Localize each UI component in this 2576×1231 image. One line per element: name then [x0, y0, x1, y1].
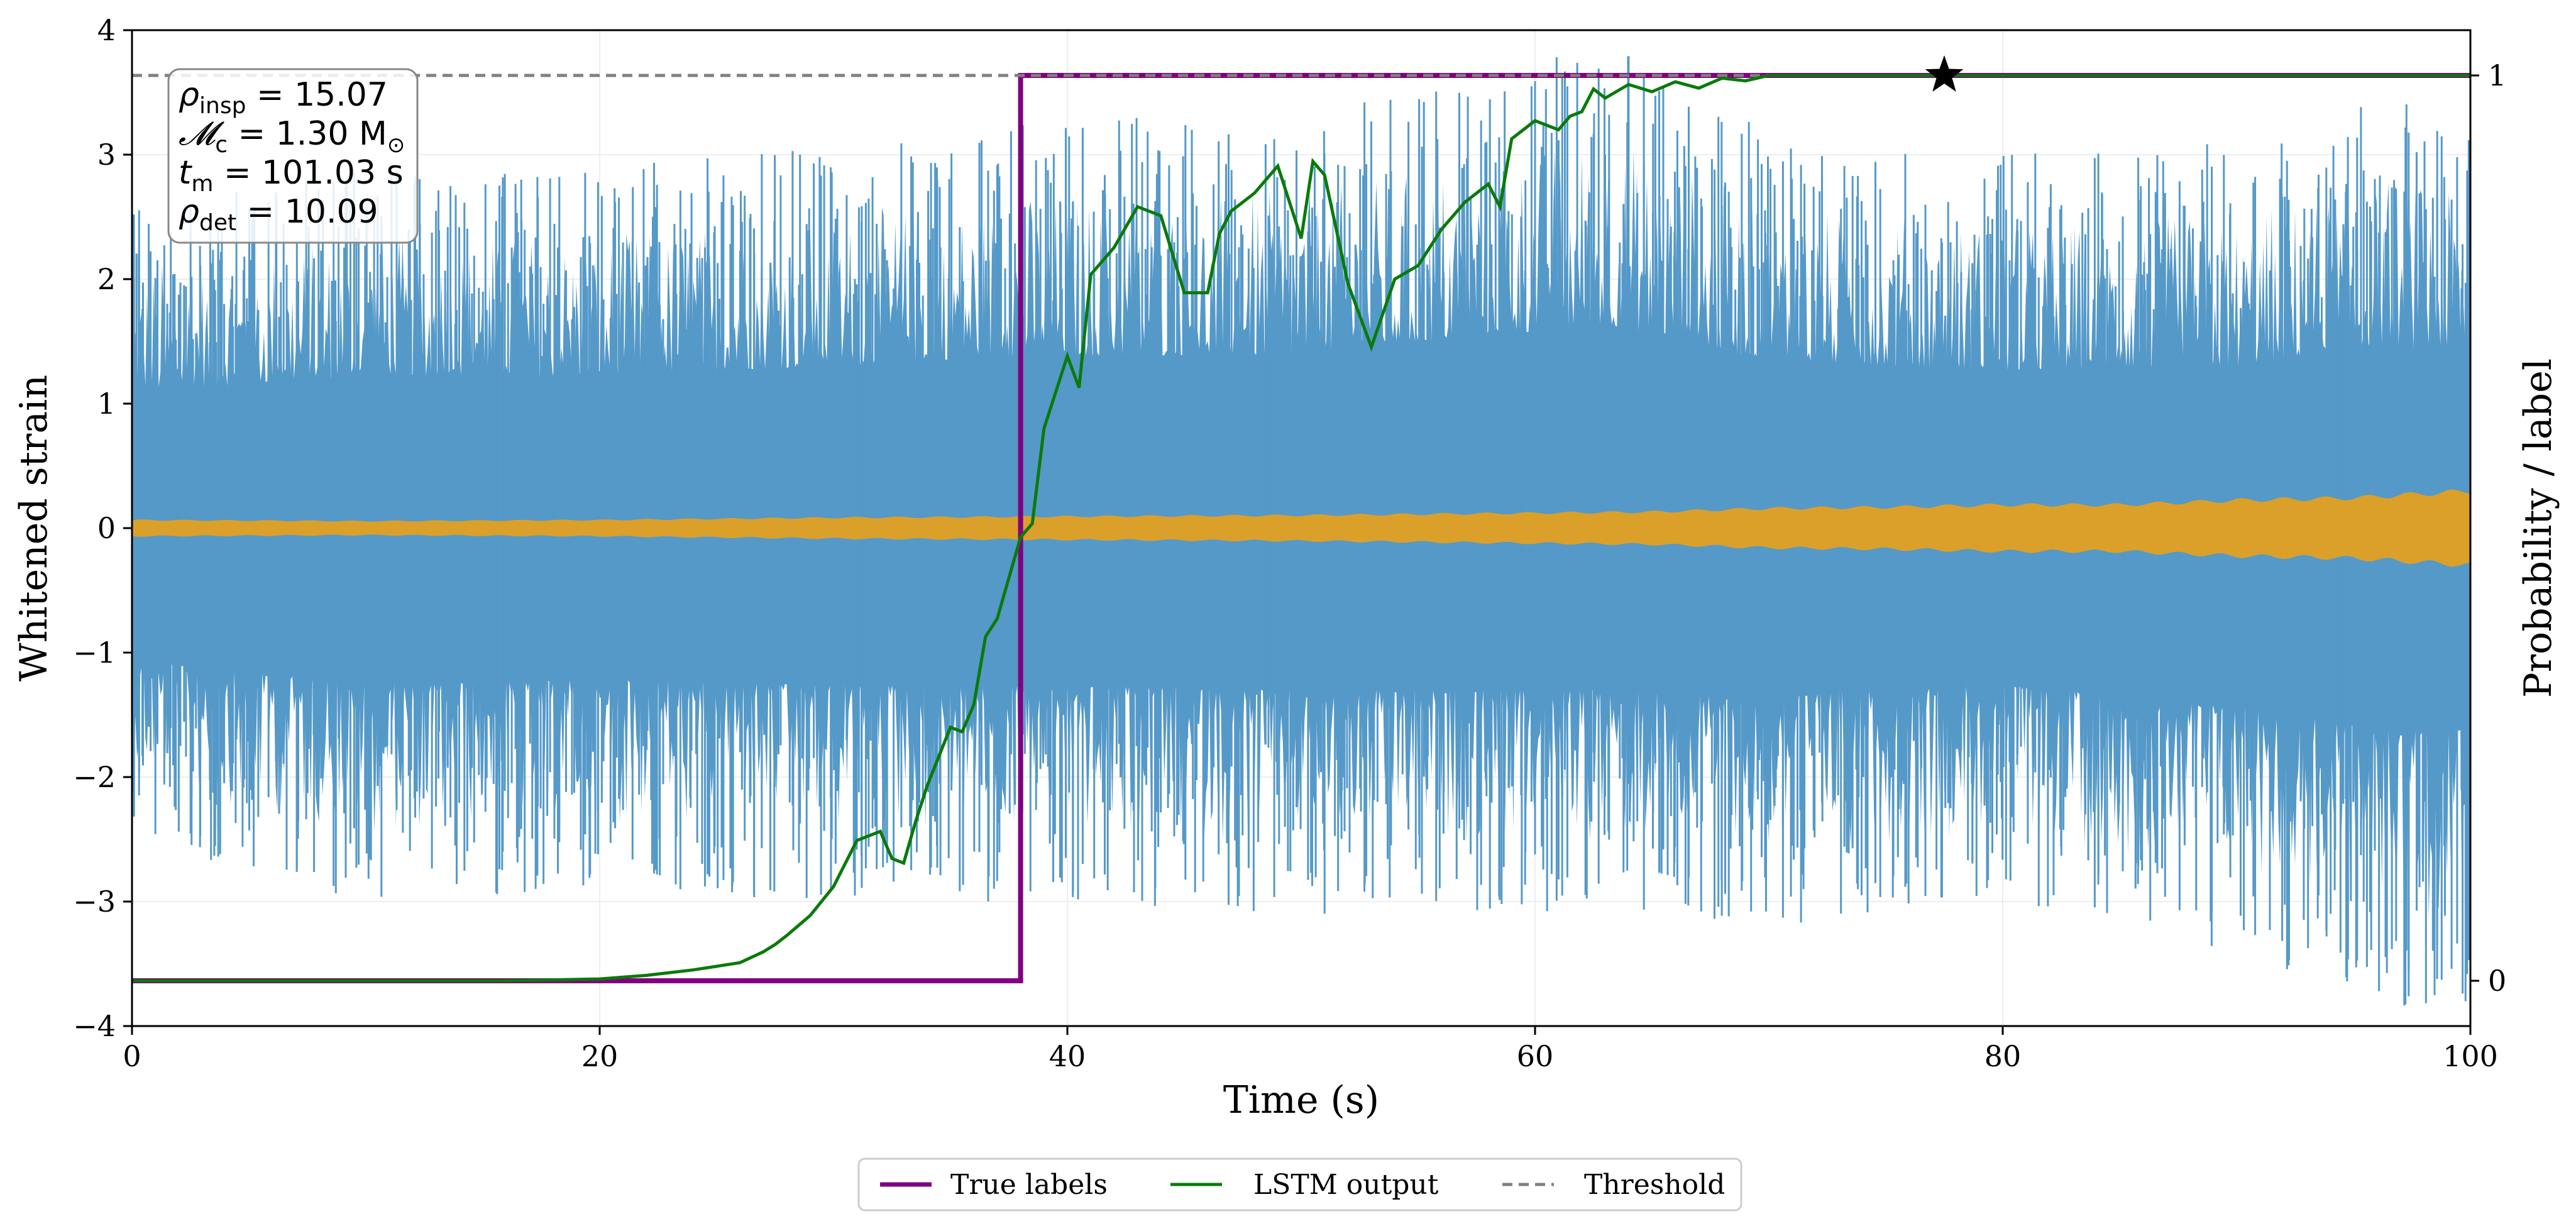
- annotation-line: ρdet = 10.09: [179, 193, 378, 236]
- y-tick-label: −3: [73, 885, 116, 919]
- legend-label-threshold: Threshold: [1584, 1169, 1725, 1201]
- detection-star-marker: [1925, 55, 1964, 92]
- y-axis-label: Whitened strain: [12, 375, 56, 682]
- x-tick-label: 80: [1984, 1039, 2022, 1073]
- y-tick-label: −2: [73, 760, 116, 794]
- x-axis: 0 20 40 60 80 100: [123, 1026, 2498, 1073]
- y-tick-label: 4: [97, 13, 116, 47]
- y2-tick-label: 1: [2488, 58, 2506, 92]
- legend: True labels LSTM output Threshold: [857, 1157, 1742, 1212]
- x-axis-label: Time (s): [1223, 1078, 1379, 1122]
- strain-spikes: [133, 56, 2470, 1006]
- y-tick-label: 1: [97, 387, 116, 421]
- template-series: [132, 489, 2470, 567]
- y-tick-label: −4: [73, 1009, 116, 1043]
- x-tick-label: 60: [1517, 1039, 1554, 1073]
- y2-axis-label: Probability / label: [2516, 358, 2560, 698]
- x-tick-label: 100: [2443, 1039, 2498, 1073]
- x-tick-label: 40: [1049, 1039, 1086, 1073]
- legend-label-lstm-output: LSTM output: [1253, 1169, 1439, 1201]
- annotation-line: tm = 101.03 s: [179, 154, 404, 197]
- lstm-series: [132, 74, 2470, 983]
- x-tick-label: 0: [123, 1039, 141, 1073]
- legend-label-true-labels: True labels: [950, 1169, 1108, 1201]
- y-tick-label: 0: [97, 511, 116, 545]
- x-tick-label: 20: [581, 1039, 619, 1073]
- y-tick-label: 2: [97, 262, 116, 296]
- y2-axis: 01: [2470, 58, 2506, 998]
- y-tick-label: 3: [97, 138, 116, 172]
- annotation-line: ρinsp = 15.07: [179, 76, 388, 119]
- y-tick-label: −1: [73, 636, 116, 670]
- y-axis: −4 −3 −2 −1 0 1 2 3 4: [73, 13, 132, 1043]
- y2-tick-label: 0: [2488, 964, 2506, 998]
- annotation-line: 𝓜c = 1.30 M⊙: [179, 115, 405, 158]
